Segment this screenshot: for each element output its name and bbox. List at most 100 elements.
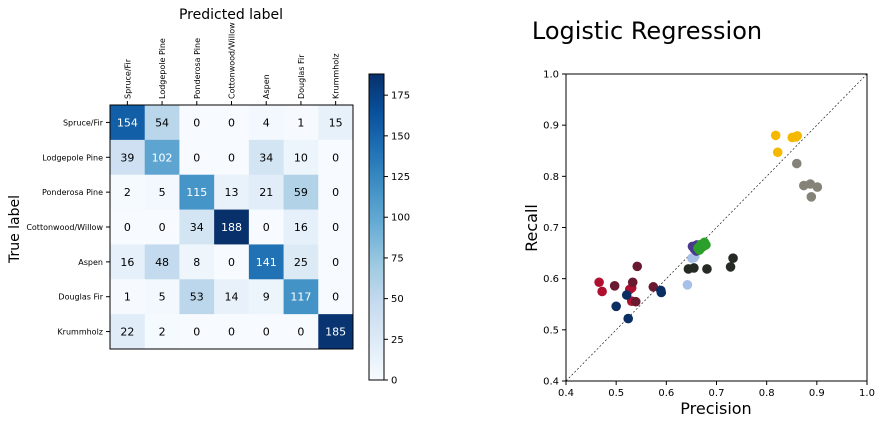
cm-cell-value: 9 [263,291,270,304]
cm-cell [144,209,180,245]
cm-cell [110,279,146,315]
cm-x-tick-label: Douglas Fir [297,54,306,99]
cm-cell [214,105,250,141]
scatter-point [597,286,607,297]
scatter-point [632,261,643,272]
cm-cell [283,105,319,141]
cm-cell-value: 4 [263,116,270,129]
scatter-x-ticks: 0.4 0.5 0.6 0.7 0.8 0.9 1.0 [558,381,875,399]
cm-cell-value: 0 [228,326,235,339]
cm-cell-value: 25 [294,256,308,269]
cm-cell-value: 39 [120,151,134,164]
cm-cell [144,279,180,315]
cm-cell-value: 0 [228,151,235,164]
cm-cell [214,314,250,350]
scatter-x-tick-label: 0.7 [709,388,725,399]
cm-cell-value: 0 [228,256,235,269]
cm-cell [318,314,354,350]
cm-cell-value: 102 [152,151,173,164]
colorbar-tick-label: 50 [391,294,404,305]
cm-cell-value: 0 [332,256,339,269]
cm-cell-value: 0 [332,291,339,304]
cm-cell [318,105,354,141]
cm-cell-value: 5 [159,291,166,304]
scatter-y-tick-label: 0.9 [543,121,559,132]
cm-cell-value: 59 [294,186,308,199]
cm-cell-value: 14 [225,291,239,304]
scatter-point [623,313,634,324]
cm-cell [144,139,180,176]
scatter-point [770,130,781,141]
cm-cell [318,209,354,245]
scatter-x-tick-label: 0.8 [759,388,775,399]
cm-cell-value: 54 [155,116,169,129]
scatter-point [772,147,783,158]
cm-cell-value: 141 [256,256,277,269]
confusion-matrix-chart: Predicted label True label 154 54 0 0 4 1 1539… [7,7,354,350]
cm-cell-value: 22 [120,326,134,339]
cm-cell [248,314,285,350]
cm-cell-value: 10 [294,151,308,164]
cm-cell-value: 0 [332,221,339,234]
scatter-point [621,290,632,300]
cm-y-tick-label: Ponderosa Pine [42,188,103,197]
cm-cell-value: 16 [294,221,308,234]
scatter-point [694,245,705,255]
cm-cell [283,244,319,280]
cm-cell [110,314,146,350]
cm-cell [144,244,180,280]
cm-cell [283,314,319,350]
scatter-y-tick-label: 0.7 [543,223,559,234]
cm-cell [214,139,250,176]
scatter-chart: Logistic Regression 0.4 0.5 0.6 0.7 0.8 0.9 1.… [522,17,875,418]
cm-y-tick-label: Lodgepole Pine [42,153,103,162]
cm-x-tick-label: Spruce/Fir [123,58,132,99]
colorbar-tick-label: 175 [391,91,410,102]
scatter-ylabel: Recall [522,204,541,252]
scatter-x-tick-label: 0.9 [809,388,825,399]
scatter-point [689,263,699,273]
cm-cell [248,139,285,176]
cm-x-tick-label: Krummholz [332,53,341,99]
colorbar-tick-label: 150 [391,131,410,142]
cm-cell-value: 0 [332,186,339,199]
scatter-point [656,287,667,298]
cm-y-tick-label: Cottonwood/Willow [26,223,103,232]
scatter-point [648,282,659,292]
cm-cell [248,209,285,245]
cm-cell-value: 0 [193,116,200,129]
cm-cell [179,209,215,245]
cm-cell-value: 1 [297,116,304,129]
cm-cell-value: 34 [259,151,273,164]
cm-cell [144,174,180,211]
cm-cell-value: 48 [155,256,169,269]
colorbar-tick-label: 25 [391,335,404,346]
cm-cell [248,105,285,141]
cm-cell [318,244,354,280]
colorbar-gradient [368,73,385,381]
cm-cell [179,105,215,141]
scatter-point [792,131,803,141]
scatter-y-ticks: 0.4 0.5 0.6 0.7 0.8 0.9 1.0 [543,70,566,388]
cm-cell-value: 1 [124,291,131,304]
cm-cell [179,174,215,211]
cm-cell [318,174,354,211]
scatter-point [791,158,802,169]
cm-cell [110,174,146,211]
cm-x-tick-label: Ponderosa Pine [193,38,202,99]
cm-cell [214,209,250,245]
scatter-point [812,182,823,192]
cm-cell-value: 0 [263,326,270,339]
cm-title: Predicted label [179,7,283,23]
cm-cell [144,314,180,350]
cm-cell [283,174,319,211]
cm-cell-value: 16 [120,256,134,269]
scatter-y-tick-label: 0.8 [543,172,559,183]
cm-y-tick-label: Spruce/Fir [63,118,104,127]
cm-cell-value: 0 [228,116,235,129]
cm-x-tick-label: Aspen [262,74,271,99]
cm-cell [179,314,215,350]
cm-cell [110,105,146,141]
cm-y-tick-label: Douglas Fir [58,293,103,302]
